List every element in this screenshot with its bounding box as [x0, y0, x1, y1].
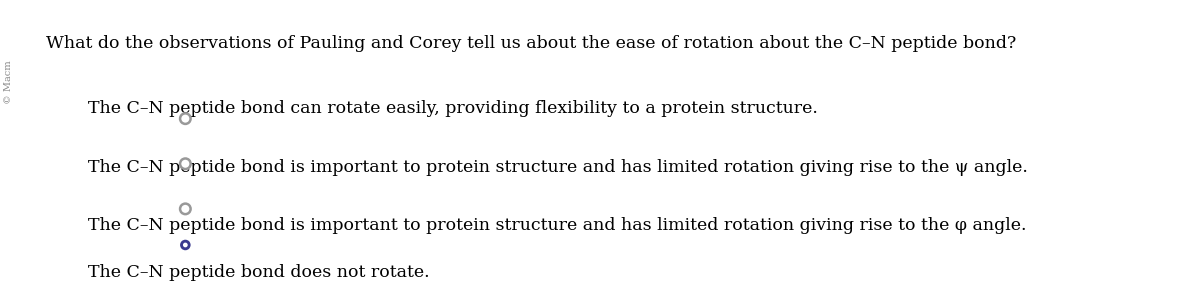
Text: What do the observations of Pauling and Corey tell us about the ease of rotation: What do the observations of Pauling and … [46, 35, 1016, 52]
Text: The C–N peptide bond does not rotate.: The C–N peptide bond does not rotate. [88, 264, 430, 281]
Text: The C–N peptide bond is important to protein structure and has limited rotation : The C–N peptide bond is important to pro… [88, 159, 1027, 176]
Text: The C–N peptide bond is important to protein structure and has limited rotation : The C–N peptide bond is important to pro… [88, 217, 1026, 234]
Text: © Macm: © Macm [4, 60, 13, 104]
Text: The C–N peptide bond can rotate easily, providing flexibility to a protein struc: The C–N peptide bond can rotate easily, … [88, 100, 817, 117]
